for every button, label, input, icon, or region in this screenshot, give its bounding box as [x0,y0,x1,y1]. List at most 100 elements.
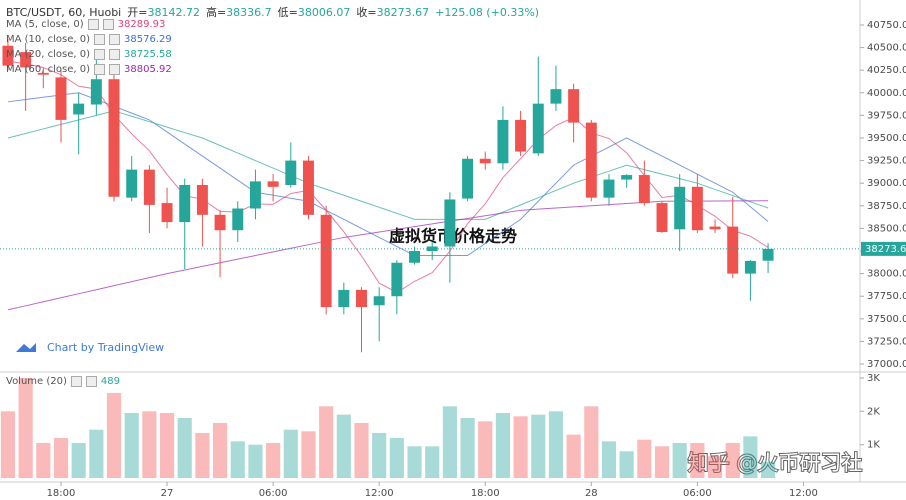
legend-icon [94,34,106,45]
candle-body [249,181,261,209]
ma-line [7,110,769,220]
last-price-tag [861,241,906,256]
candle-body [73,103,85,115]
volume-bar [266,443,281,478]
candle-body [727,226,739,274]
ma-legend: MA (60, close, 0) 38805.92 [6,64,172,75]
volume-legend-value: 489 [100,376,120,387]
volume-bar [495,413,510,478]
y-tick-label: 40000.00 [867,88,906,99]
candle-body [621,175,633,180]
ma-legend-value: 38576.29 [124,34,172,45]
volume-bar [89,429,104,478]
ma-legend-name: MA (5, close, 0) [6,19,84,30]
legend-icon [109,34,121,45]
volume-bar [319,406,334,478]
candle-body [497,119,509,164]
candle-body [674,186,686,230]
volume-bar [336,414,351,478]
volume-bar [177,418,192,478]
candle-body [179,185,191,223]
y-tick-label: 37000.00 [867,359,906,370]
volume-bar [442,406,457,478]
candle-body [196,185,208,215]
y-tick-label: 38500.00 [867,223,906,234]
header: BTC/USDT, 60, Huobi 开=38142.72 高=38336.7… [6,4,539,20]
volume-bar [53,438,69,478]
volume-tick-label: 2K [867,406,880,417]
volume-bar [0,411,16,478]
ma-legend: MA (20, close, 0) 38725.58 [6,49,172,60]
candle-body [373,296,385,306]
volume-bar [566,434,581,478]
watermark: 知乎 @火币研习社 [688,451,863,475]
branding-text[interactable]: Chart by TradingView [47,341,164,354]
high-label: 高= [205,6,227,19]
candle-body [409,251,421,263]
candle-body [108,79,120,197]
volume-bar [637,439,652,478]
volume-legend: Volume (20) 489 [6,376,120,387]
open-label: 开= [127,6,148,19]
volume-tick-label: 3K [867,373,880,384]
ma-legend: MA (5, close, 0) 38289.93 [6,19,165,30]
ma-legend-value: 38805.92 [124,64,172,75]
candle-body [744,260,756,274]
y-tick-label: 37750.00 [867,291,906,302]
volume-bar [743,436,758,478]
volume-bar [283,429,298,478]
y-tick-label: 39250.00 [867,156,906,167]
candle-body [90,79,102,105]
candle-body [214,214,226,231]
candle-body [126,169,138,198]
x-tick-label: 06:00 [259,488,288,499]
candle-body [585,122,597,198]
low-value: 38006.07 [297,6,351,19]
y-tick-label: 40250.00 [867,65,906,76]
candle-body [568,89,580,123]
ma-legend-value: 38289.93 [117,19,166,30]
candle-body [161,203,173,223]
candle-body [2,45,14,66]
volume-bar [389,438,404,478]
y-tick-label: 39000.00 [867,178,906,189]
open-value: 38142.72 [147,6,200,19]
candle-body [762,248,774,261]
ma-legend-name: MA (10, close, 0) [6,34,91,45]
candle-body [550,89,562,104]
volume-bar [36,443,51,478]
candle-body [37,72,49,75]
volume-bar [690,443,705,478]
high-value: 38336.7 [226,6,272,19]
branding[interactable]: Chart by TradingView [16,341,164,354]
legend-icon [85,376,97,387]
candle-body [391,262,403,297]
volume-bar [106,393,122,478]
candle-body [143,169,155,205]
ma-legend-name: MA (60, close, 0) [6,64,91,75]
x-tick-label: 12:00 [365,488,394,499]
volume-bar [584,406,599,478]
y-tick-label: 39500.00 [867,133,906,144]
candle-body [603,179,615,198]
legend-icon [70,376,82,387]
candle-body [267,181,279,187]
candle-body [479,158,491,164]
y-tick-label: 39750.00 [867,110,906,121]
volume-bar [124,413,139,478]
volume-bar [672,443,687,478]
candle-body [302,160,314,215]
candle-body [444,199,456,247]
volume-bar [654,446,670,478]
volume-bar [18,378,33,478]
ma-line [7,200,769,311]
candle-body [356,289,367,308]
x-tick-label: 28 [585,488,598,499]
branding-logo [16,343,36,352]
volume-bar [354,423,369,478]
low-label: 低= [277,6,298,19]
y-tick-label: 40750.00 [867,20,906,31]
candle-body [656,203,668,233]
volume-bar [548,411,564,478]
